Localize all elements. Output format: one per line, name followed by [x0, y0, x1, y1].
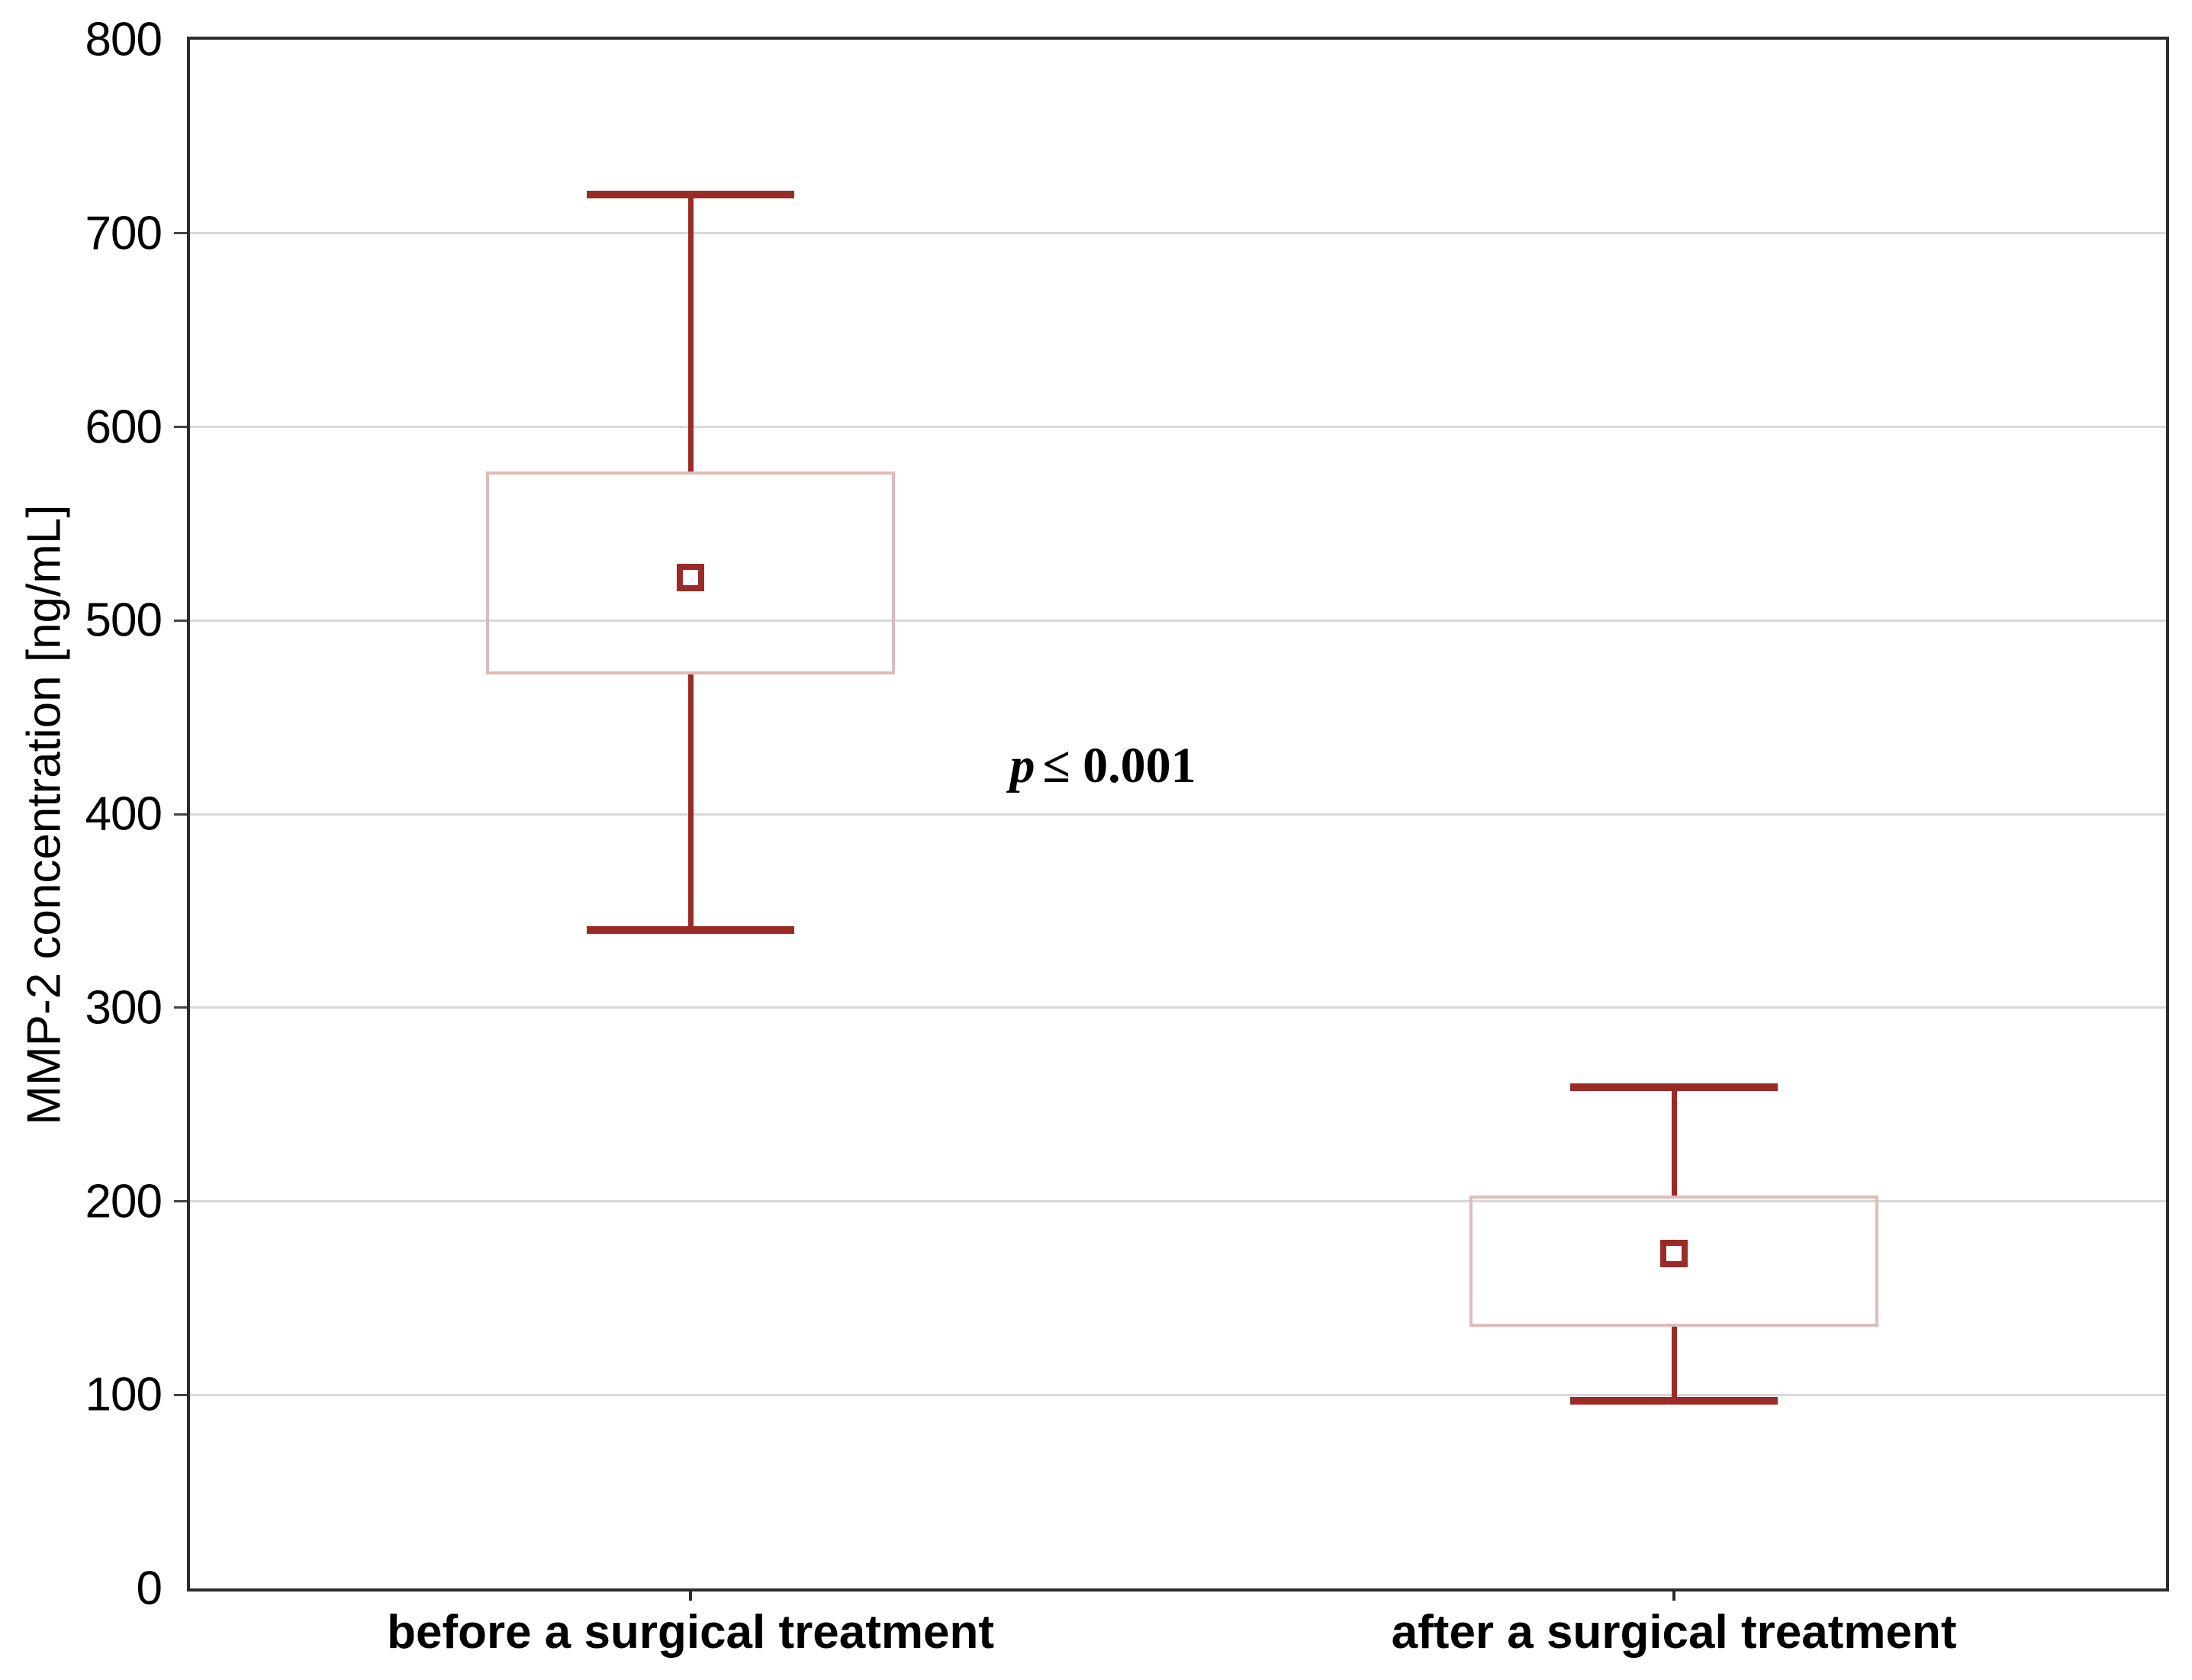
upper-whisker-line-1 [687, 195, 694, 471]
lower-whisker-line-1 [687, 674, 694, 931]
gridline-300 [190, 1006, 2166, 1009]
x-category-label-2: after a surgical treatment [1391, 1606, 1957, 1659]
y-tick-label-300: 300 [85, 981, 163, 1035]
upper-whisker-cap-1 [587, 191, 795, 198]
y-tick-label-0: 0 [136, 1562, 163, 1615]
p-value-text: ≤ 0.001 [1042, 737, 1196, 793]
y-tick-label-700: 700 [85, 207, 163, 260]
plot-area: p ≤ 0.001 [190, 40, 2166, 1588]
y-tick-mark-500 [174, 619, 187, 622]
lower-whisker-cap-1 [587, 926, 795, 935]
upper-whisker-cap-2 [1570, 1083, 1778, 1091]
y-tick-mark-400 [174, 813, 187, 816]
plot-frame [187, 37, 2169, 1591]
x-category-label-1: before a surgical treatment [387, 1606, 995, 1659]
gridline-500 [190, 619, 2166, 622]
gridline-100 [190, 1393, 2166, 1396]
gridline-700 [190, 232, 2166, 235]
gridline-600 [190, 426, 2166, 428]
mean-marker-2 [1660, 1240, 1688, 1267]
gridline-200 [190, 1200, 2166, 1202]
y-tick-mark-700 [174, 232, 187, 235]
y-tick-label-200: 200 [85, 1175, 163, 1228]
iqr-box-1 [486, 471, 896, 675]
mean-marker-1 [677, 564, 705, 592]
y-tick-mark-200 [174, 1200, 187, 1202]
y-tick-label-500: 500 [85, 594, 163, 647]
x-tick-mark-1 [689, 1588, 693, 1601]
y-tick-mark-600 [174, 426, 187, 428]
iqr-box-2 [1469, 1195, 1879, 1328]
y-tick-label-600: 600 [85, 401, 163, 453]
y-tick-label-400: 400 [85, 787, 163, 841]
y-tick-mark-300 [174, 1006, 187, 1009]
y-tick-mark-100 [174, 1393, 187, 1396]
gridline-400 [190, 813, 2166, 816]
lower-whisker-cap-2 [1570, 1396, 1778, 1405]
p-value-annotation: p ≤ 0.001 [1009, 737, 1196, 795]
lower-whisker-line-2 [1671, 1327, 1677, 1401]
upper-whisker-line-2 [1671, 1086, 1677, 1196]
x-tick-mark-2 [1672, 1588, 1676, 1601]
y-tick-label-800: 800 [85, 13, 163, 66]
p-symbol: p [1009, 737, 1035, 793]
y-tick-label-100: 100 [85, 1368, 163, 1421]
